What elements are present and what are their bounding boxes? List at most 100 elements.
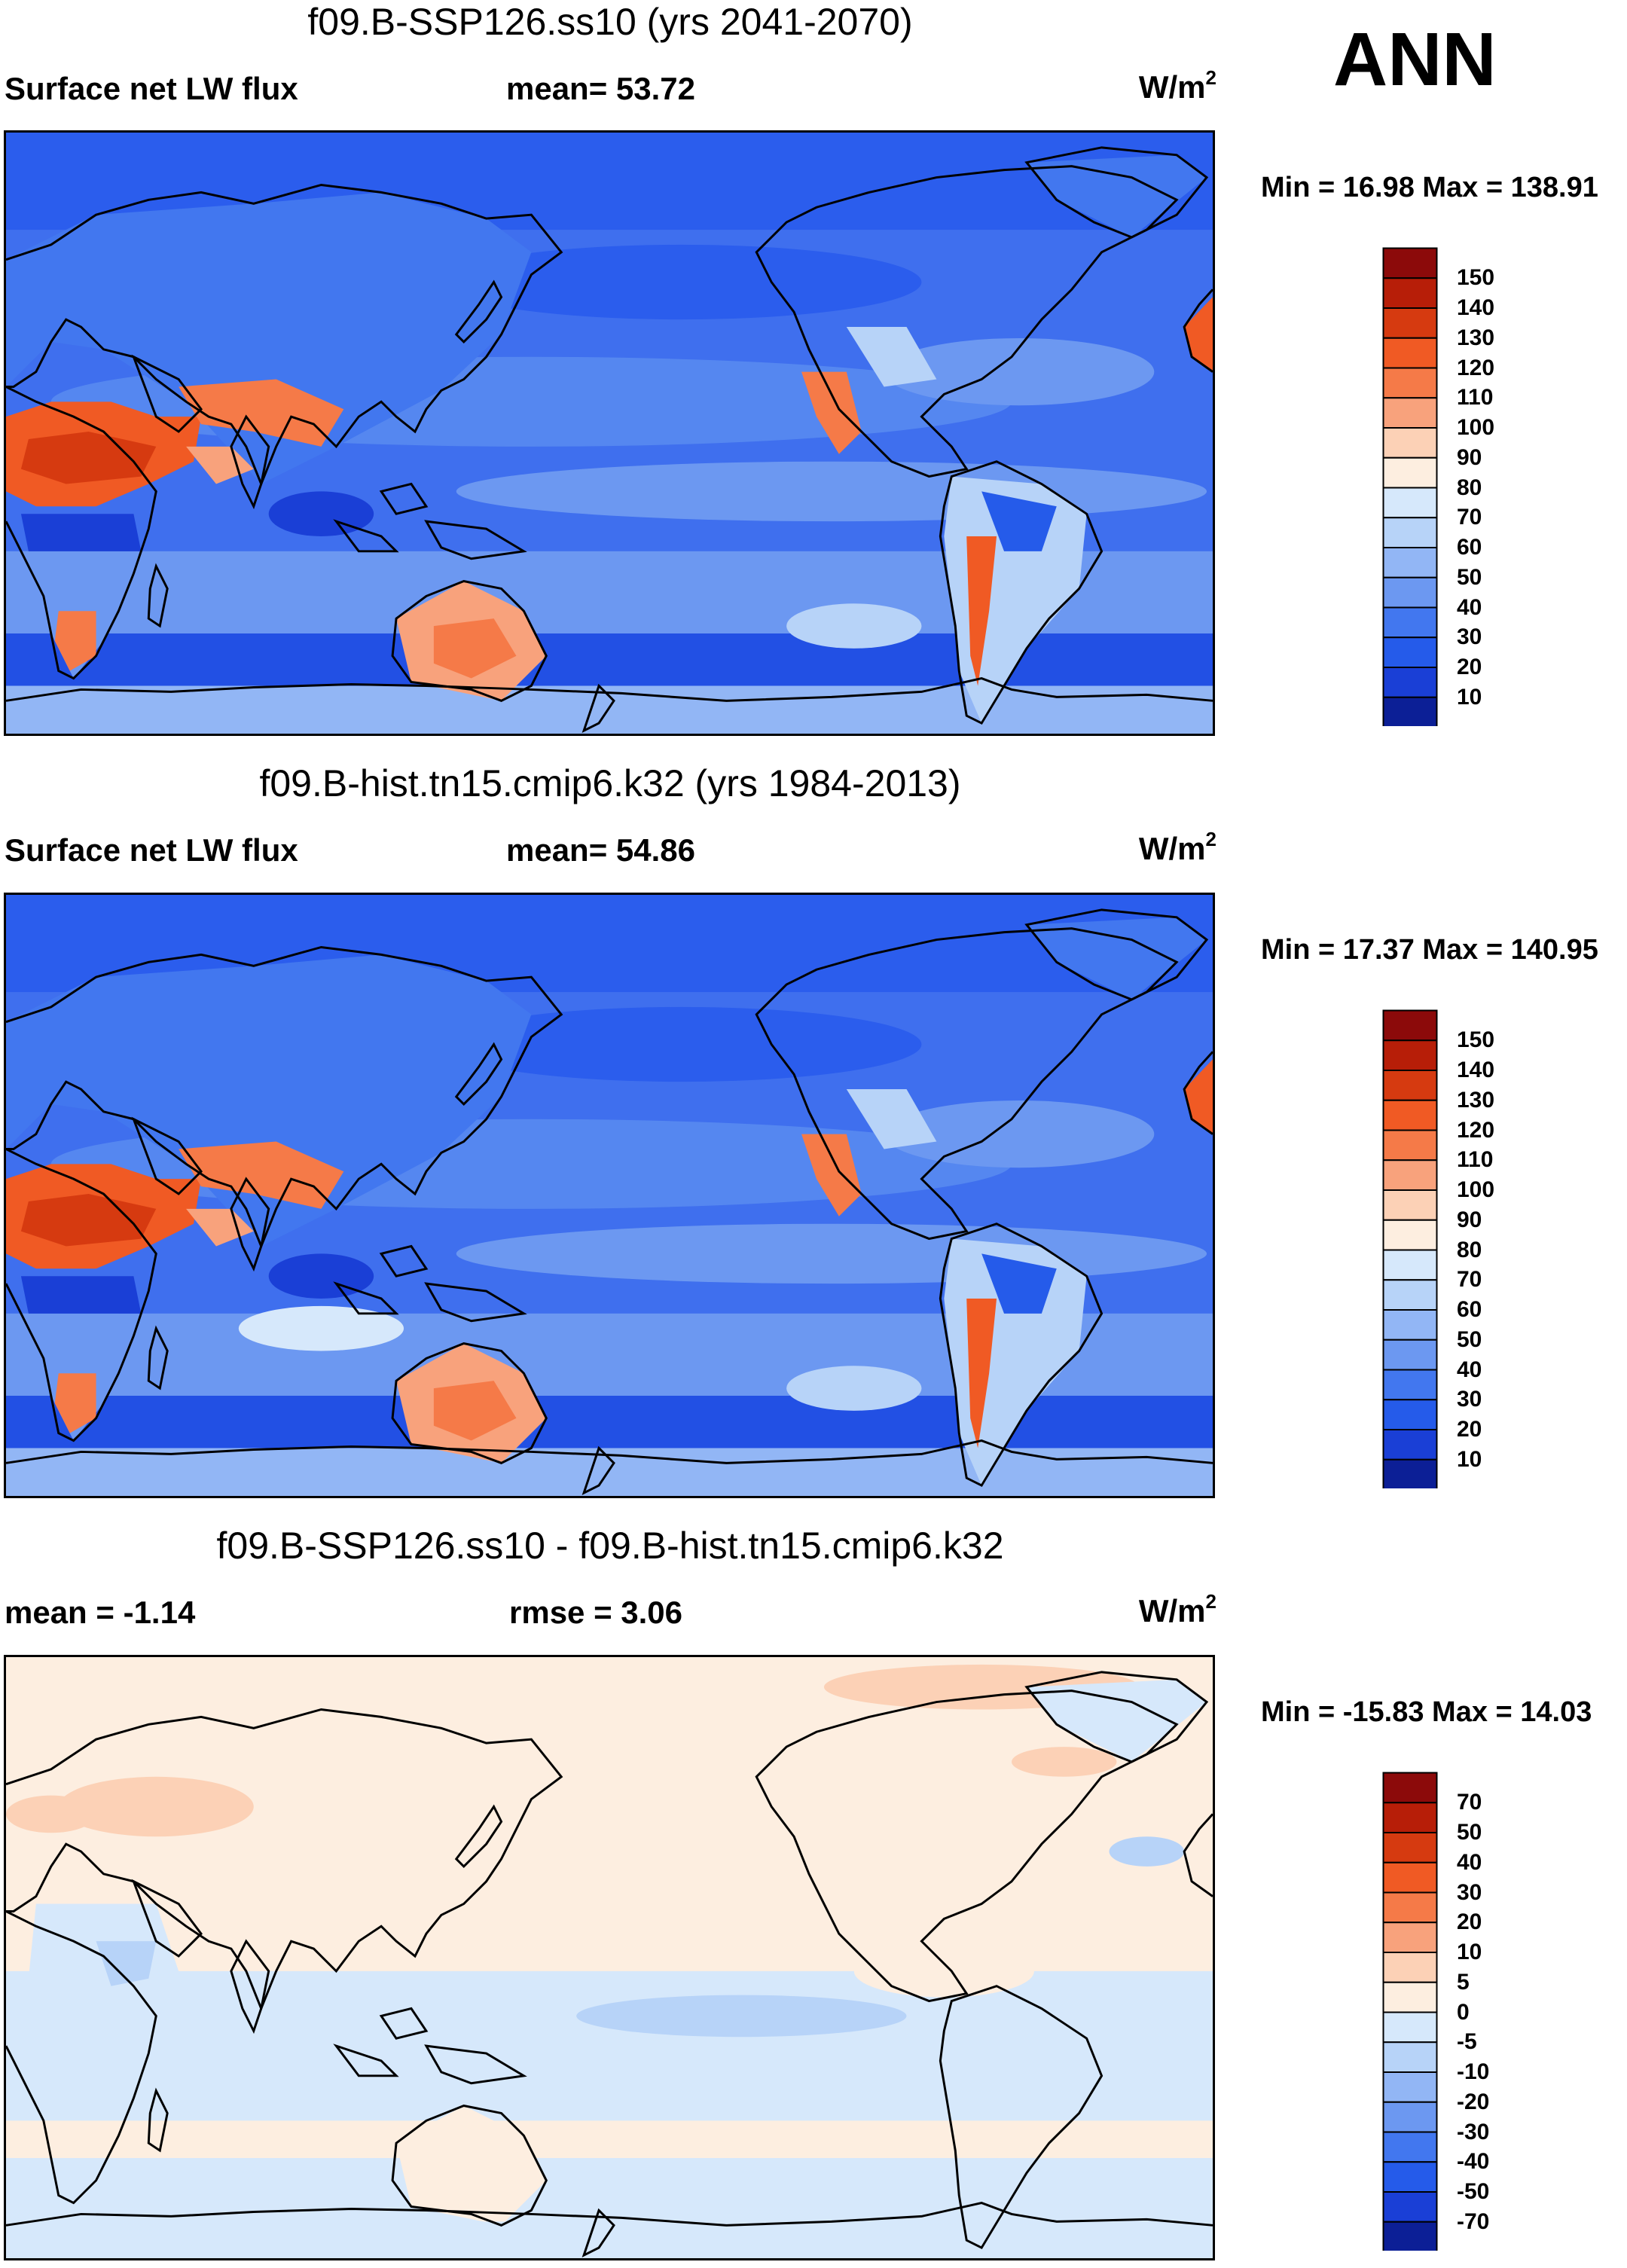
colorbar-ssp126 [1382, 247, 1438, 726]
colorbar-box [1382, 1249, 1438, 1281]
colorbar-tick-label: 130 [1457, 1087, 1495, 1113]
colorbar-box [1382, 1952, 1438, 1983]
colorbar-box [1382, 1458, 1438, 1488]
colorbar-box [1382, 2161, 1438, 2193]
colorbar-tick-label: 70 [1457, 1790, 1482, 1815]
colorbar-tick-label: 150 [1457, 265, 1495, 291]
colorbar-box [1382, 636, 1438, 668]
colorbar-box [1382, 2191, 1438, 2223]
field-label: Surface net LW flux [5, 71, 298, 106]
colorbar-box [1382, 277, 1438, 309]
colorbar-box [1382, 696, 1438, 726]
colorbar-tick-label: 100 [1457, 415, 1495, 440]
colorbar-tick-label: 60 [1457, 1297, 1482, 1322]
colorbar-box [1382, 397, 1438, 429]
mean-label: mean= 54.86 [506, 832, 696, 868]
field-label: Surface net LW flux [5, 832, 298, 868]
colorbar-box [1382, 427, 1438, 459]
units-label: W/m2 [1138, 828, 1216, 866]
colorbar-tick-label: 140 [1457, 295, 1495, 320]
colorbar-box [1382, 367, 1438, 399]
panel-title: f09.B-SSP126.ss10 (yrs 2041-2070) [307, 1, 913, 43]
colorbar-tick-label: 30 [1457, 1879, 1482, 1905]
colorbar-tick-label: 90 [1457, 444, 1482, 470]
colorbar-tick-label: 0 [1457, 1999, 1470, 2025]
units-label: W/m2 [1138, 66, 1216, 105]
map-field [6, 1657, 1213, 2258]
colorbar-tick-label: -10 [1457, 2059, 1490, 2084]
colorbar-box [1382, 337, 1438, 369]
colorbar-box [1382, 2101, 1438, 2133]
colorbar-tick-label: 10 [1457, 1940, 1482, 1964]
colorbar-box [1382, 456, 1438, 489]
colorbar-box [1382, 1861, 1438, 1894]
colorbar-tick-label: 140 [1457, 1058, 1495, 1082]
colorbar-box [1382, 1159, 1438, 1191]
colorbar-box [1382, 1070, 1438, 1101]
colorbar-box [1382, 606, 1438, 639]
colorbar-box [1382, 576, 1438, 609]
colorbar-tick-label: 50 [1457, 1326, 1482, 1352]
colorbar-tick-label: 40 [1457, 1849, 1482, 1875]
map-field [6, 133, 1213, 734]
colorbar-tick-label: -5 [1457, 2029, 1477, 2055]
colorbar-box [1382, 1129, 1438, 1161]
colorbar-box [1382, 1039, 1438, 1071]
colorbar-box [1382, 2221, 1438, 2251]
map-panel-hist [4, 893, 1215, 1498]
panel-title: f09.B-hist.tn15.cmip6.k32 (yrs 1984-2013… [259, 762, 961, 804]
colorbar-box [1382, 1279, 1438, 1311]
colorbar-tick-label: 50 [1457, 1820, 1482, 1845]
colorbar-tick-label: 20 [1457, 1417, 1482, 1442]
colorbar-box [1382, 1369, 1438, 1401]
colorbar-boxes [1382, 247, 1438, 726]
colorbar-box [1382, 1772, 1438, 1804]
colorbar-box [1382, 2071, 1438, 2103]
colorbar-box [1382, 2131, 1438, 2163]
colorbar-tick-label: 80 [1457, 475, 1482, 500]
panel-title: f09.B-SSP126.ss10 - f09.B-hist.tn15.cmip… [216, 1525, 1004, 1567]
colorbar-box [1382, 547, 1438, 578]
colorbar-tick-label: 40 [1457, 594, 1482, 620]
colorbar-box [1382, 2011, 1438, 2044]
colorbar-box [1382, 1429, 1438, 1461]
map-panel-ssp126 [4, 130, 1215, 736]
colorbar-box [1382, 1219, 1438, 1251]
map-field [6, 895, 1213, 1496]
colorbar-tick-label: 70 [1457, 1267, 1482, 1293]
colorbar-box [1382, 1922, 1438, 1953]
colorbar-box [1382, 1009, 1438, 1042]
colorbar-tick-label: -20 [1457, 2089, 1490, 2114]
colorbar-tick-label: -70 [1457, 2208, 1490, 2234]
mean-label: mean= 53.72 [506, 71, 696, 106]
colorbar-tick-label: 20 [1457, 1909, 1482, 1935]
colorbar-boxes [1382, 1772, 1438, 2251]
colorbar-hist [1382, 1009, 1438, 1488]
colorbar-box [1382, 517, 1438, 548]
minmax-label: Min = -15.83 Max = 14.03 [1261, 1696, 1592, 1728]
colorbar-diff [1382, 1772, 1438, 2251]
colorbar-box [1382, 247, 1438, 279]
colorbar-tick-label: 70 [1457, 505, 1482, 530]
colorbar-tick-label: 20 [1457, 655, 1482, 679]
colorbar-box [1382, 1802, 1438, 1833]
colorbar-box [1382, 1891, 1438, 1924]
colorbar-tick-label: 5 [1457, 1969, 1470, 1995]
minmax-label: Min = 16.98 Max = 138.91 [1261, 172, 1598, 203]
colorbar-tick-label: 90 [1457, 1207, 1482, 1232]
colorbar-tick-label: 100 [1457, 1177, 1495, 1202]
colorbar-tick-label: 10 [1457, 684, 1482, 710]
rmse-label: rmse = 3.06 [509, 1595, 683, 1630]
colorbar-box [1382, 307, 1438, 339]
colorbar-box [1382, 2041, 1438, 2073]
colorbar-tick-label: 120 [1457, 355, 1495, 380]
colorbar-tick-label: 150 [1457, 1027, 1495, 1053]
colorbar-box [1382, 1189, 1438, 1221]
colorbar-tick-label: 60 [1457, 535, 1482, 560]
colorbar-box [1382, 1309, 1438, 1341]
colorbar-tick-label: 130 [1457, 325, 1495, 350]
colorbar-tick-label: 50 [1457, 564, 1482, 590]
colorbar-tick-label: -50 [1457, 2179, 1490, 2204]
colorbar-tick-label: 110 [1457, 385, 1494, 411]
map-panel-diff [4, 1655, 1215, 2260]
